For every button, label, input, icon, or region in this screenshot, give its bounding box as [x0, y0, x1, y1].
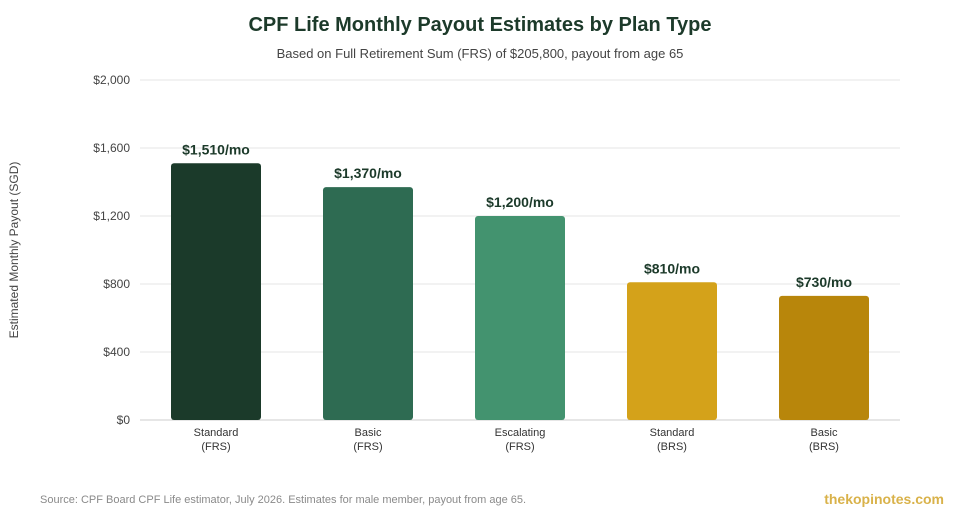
y-tick-label: $800 — [103, 277, 130, 291]
bar — [475, 216, 565, 420]
x-tick-label: Basic — [811, 427, 838, 439]
y-tick-label: $400 — [103, 345, 130, 359]
x-tick-label: (FRS) — [353, 441, 382, 453]
bar — [171, 163, 261, 421]
chart-title: CPF Life Monthly Payout Estimates by Pla… — [248, 14, 712, 36]
x-tick-label: (FRS) — [201, 441, 230, 453]
x-tick-label: Standard — [194, 427, 239, 439]
brand-link[interactable]: thekopinotes.com — [824, 491, 944, 507]
x-tick-label: Escalating — [495, 427, 546, 439]
y-tick-label: $0 — [117, 413, 131, 427]
y-tick-label: $1,200 — [93, 209, 130, 223]
x-tick-label: (FRS) — [505, 441, 534, 453]
y-tick-label: $1,600 — [93, 141, 130, 155]
bar — [779, 295, 869, 420]
chart-subtitle: Based on Full Retirement Sum (FRS) of $2… — [276, 46, 684, 61]
data-label: $1,510/mo — [182, 141, 250, 157]
data-label: $730/mo — [796, 274, 852, 290]
x-tick-label: Standard — [650, 427, 695, 439]
y-tick-label: $2,000 — [93, 73, 130, 87]
data-label: $810/mo — [644, 260, 700, 276]
x-tick-label: Basic — [355, 427, 382, 439]
x-tick-label: (BRS) — [657, 441, 687, 453]
data-label: $1,370/mo — [334, 165, 402, 181]
bar — [627, 282, 717, 420]
source-note: Source: CPF Board CPF Life estimator, Ju… — [40, 494, 527, 506]
bar — [323, 187, 413, 420]
data-label: $1,200/mo — [486, 194, 554, 210]
x-tick-label: (BRS) — [809, 441, 839, 453]
